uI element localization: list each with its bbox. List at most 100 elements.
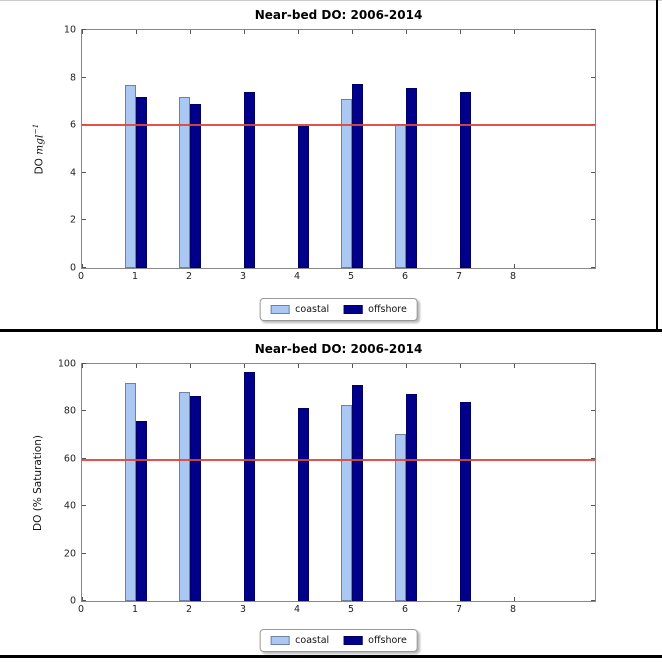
threshold-line (82, 459, 595, 461)
page-top-border (0, 0, 662, 1)
x-tick-mark (352, 364, 353, 368)
y-tick-mark (591, 29, 595, 30)
y-tick-mark (82, 505, 86, 507)
bar-coastal-2 (179, 96, 190, 268)
x-tick-label: 2 (185, 271, 193, 282)
x-tick-label: 6 (401, 271, 409, 282)
y-axis-label: DO mgl−1 (30, 123, 46, 175)
y-tick-mark (82, 410, 86, 412)
bar-offshore-4 (298, 126, 309, 268)
coastal-swatch (270, 305, 290, 314)
x-tick-label: 1 (131, 604, 139, 615)
y-tick-mark (82, 29, 86, 30)
x-tick-mark (352, 30, 353, 34)
x-tick-label: 6 (401, 604, 409, 615)
offshore-swatch (343, 636, 363, 645)
y-tick-label: 2 (69, 214, 76, 226)
page-right-border (656, 0, 658, 331)
x-tick-mark (514, 364, 515, 368)
x-tick-mark (190, 364, 191, 368)
bar-offshore-3 (244, 372, 255, 601)
y-tick-label: 80 (63, 405, 76, 417)
y-tick-mark (591, 410, 595, 412)
y-tick-label: 4 (69, 167, 76, 179)
bar-coastal-6 (395, 433, 406, 601)
bar-offshore-6 (406, 393, 417, 601)
x-tick-mark (514, 30, 515, 34)
x-tick-label: 3 (239, 271, 247, 282)
x-tick-label: 8 (509, 271, 517, 282)
bar-offshore-7 (460, 401, 471, 601)
x-tick-mark (298, 30, 299, 34)
x-tick-mark (406, 364, 407, 368)
y-tick-mark (82, 171, 86, 173)
legend-item-offshore: offshore (343, 635, 407, 646)
legend-item-coastal: coastal (270, 304, 329, 315)
y-tick-mark (591, 267, 595, 268)
x-tick-mark (82, 364, 83, 368)
bar-coastal-2 (179, 392, 190, 601)
y-tick-mark (591, 363, 595, 364)
bar-coastal-6 (395, 124, 406, 268)
y-tick-label: 20 (63, 548, 76, 560)
x-tick-mark (136, 30, 137, 34)
x-tick-mark (82, 597, 83, 601)
x-tick-mark (244, 364, 245, 368)
x-tick-label: 5 (347, 604, 355, 615)
x-tick-mark (136, 364, 137, 368)
page-bottom-border (0, 655, 662, 658)
y-tick-label: 10 (63, 24, 76, 36)
figure-separator-line (0, 329, 662, 332)
x-tick-label: 8 (509, 604, 517, 615)
plot-area (81, 363, 596, 602)
x-tick-label: 4 (293, 271, 301, 282)
y-tick-mark (591, 171, 595, 173)
bar-offshore-2 (190, 103, 201, 268)
y-tick-mark (591, 457, 595, 459)
y-tick-mark (591, 552, 595, 554)
bar-offshore-4 (298, 407, 309, 601)
chart-title: Near-bed DO: 2006-2014 (254, 342, 423, 356)
y-tick-label: 100 (57, 358, 76, 370)
bar-offshore-1 (136, 96, 147, 268)
bar-offshore-6 (406, 88, 417, 268)
threshold-line (82, 124, 595, 127)
legend-item-coastal: coastal (270, 635, 329, 646)
y-tick-mark (82, 457, 86, 459)
x-tick-label: 0 (77, 604, 85, 615)
y-tick-label: 6 (69, 119, 76, 131)
bar-offshore-5 (352, 83, 363, 268)
offshore-swatch (343, 305, 363, 314)
x-tick-mark (298, 364, 299, 368)
legend-label: coastal (295, 635, 330, 646)
bar-offshore-7 (460, 91, 471, 268)
y-tick-label: 0 (69, 262, 76, 274)
x-tick-label: 7 (455, 271, 463, 282)
bar-coastal-5 (341, 405, 352, 601)
bar-offshore-5 (352, 385, 363, 601)
chart-title: Near-bed DO: 2006-2014 (254, 8, 423, 22)
plot-area (81, 29, 596, 269)
y-tick-mark (82, 363, 86, 364)
x-tick-mark (244, 30, 245, 34)
legend-label: offshore (368, 304, 407, 315)
x-tick-label: 4 (293, 604, 301, 615)
x-tick-label: 1 (131, 271, 139, 282)
x-tick-label: 3 (239, 604, 247, 615)
y-axis-label: DO (% Saturation) (32, 434, 44, 531)
legend-item-offshore: offshore (343, 304, 407, 315)
y-tick-label: 8 (69, 72, 76, 84)
x-tick-mark (82, 30, 83, 34)
x-tick-label: 0 (77, 271, 85, 282)
x-tick-mark (460, 30, 461, 34)
bar-coastal-5 (341, 99, 352, 268)
coastal-swatch (270, 636, 290, 645)
legend: coastal offshore (259, 629, 418, 652)
legend-label: coastal (295, 304, 330, 315)
x-tick-mark (460, 364, 461, 368)
y-tick-mark (591, 76, 595, 78)
x-tick-mark (514, 597, 515, 601)
y-tick-label: 40 (63, 500, 76, 512)
y-tick-mark (82, 600, 86, 601)
